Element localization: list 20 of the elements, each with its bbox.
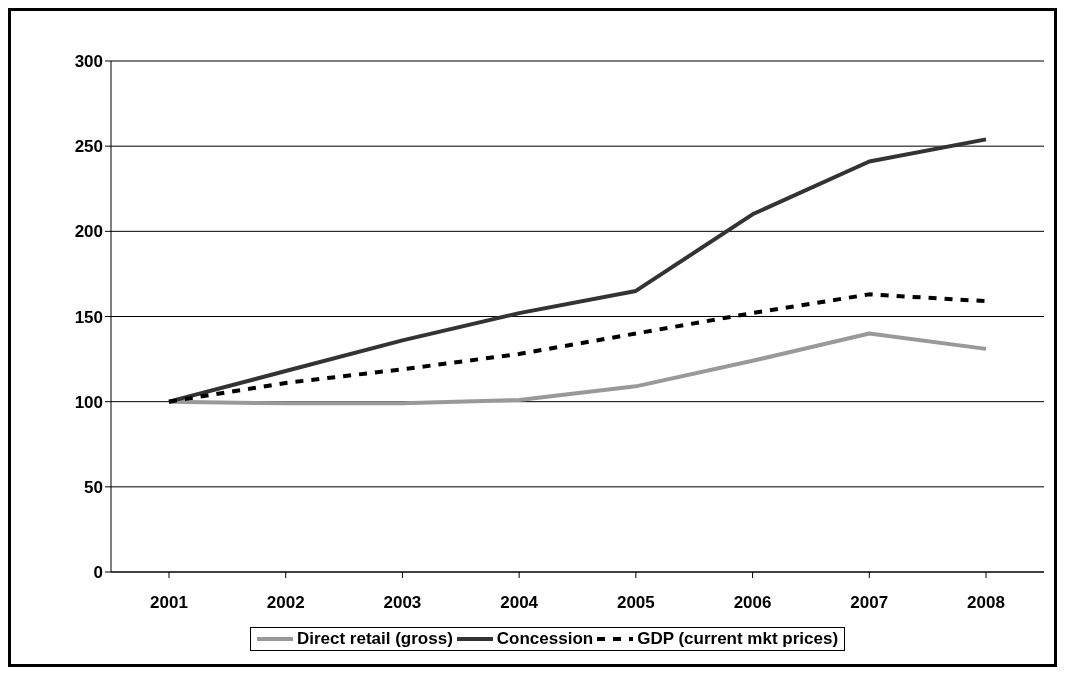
- y-tick-label: 0: [93, 563, 103, 583]
- x-tick-label: 2008: [967, 593, 1005, 613]
- line-series: [167, 331, 988, 406]
- y-tick-label: 300: [74, 52, 103, 72]
- y-tick-label: 250: [74, 137, 103, 157]
- x-tick-label: 2003: [383, 593, 422, 613]
- line-series: [167, 137, 988, 404]
- y-tick-label: 150: [74, 307, 103, 327]
- y-tick-label: 200: [74, 222, 103, 242]
- y-tick-label: 50: [84, 477, 103, 497]
- x-tick-label: 2002: [266, 593, 305, 613]
- legend-label: Concession: [496, 629, 594, 649]
- x-tick-label: 2004: [500, 593, 539, 613]
- legend-label: GDP (current mkt prices): [637, 629, 839, 649]
- x-tick-label: 2001: [150, 593, 188, 613]
- x-tick-label: 2006: [733, 593, 772, 613]
- legend-label: Direct retail (gross): [296, 629, 453, 649]
- y-tick-label: 100: [74, 392, 103, 412]
- x-tick-label: 2005: [616, 593, 655, 613]
- x-tick-label: 2007: [850, 593, 889, 613]
